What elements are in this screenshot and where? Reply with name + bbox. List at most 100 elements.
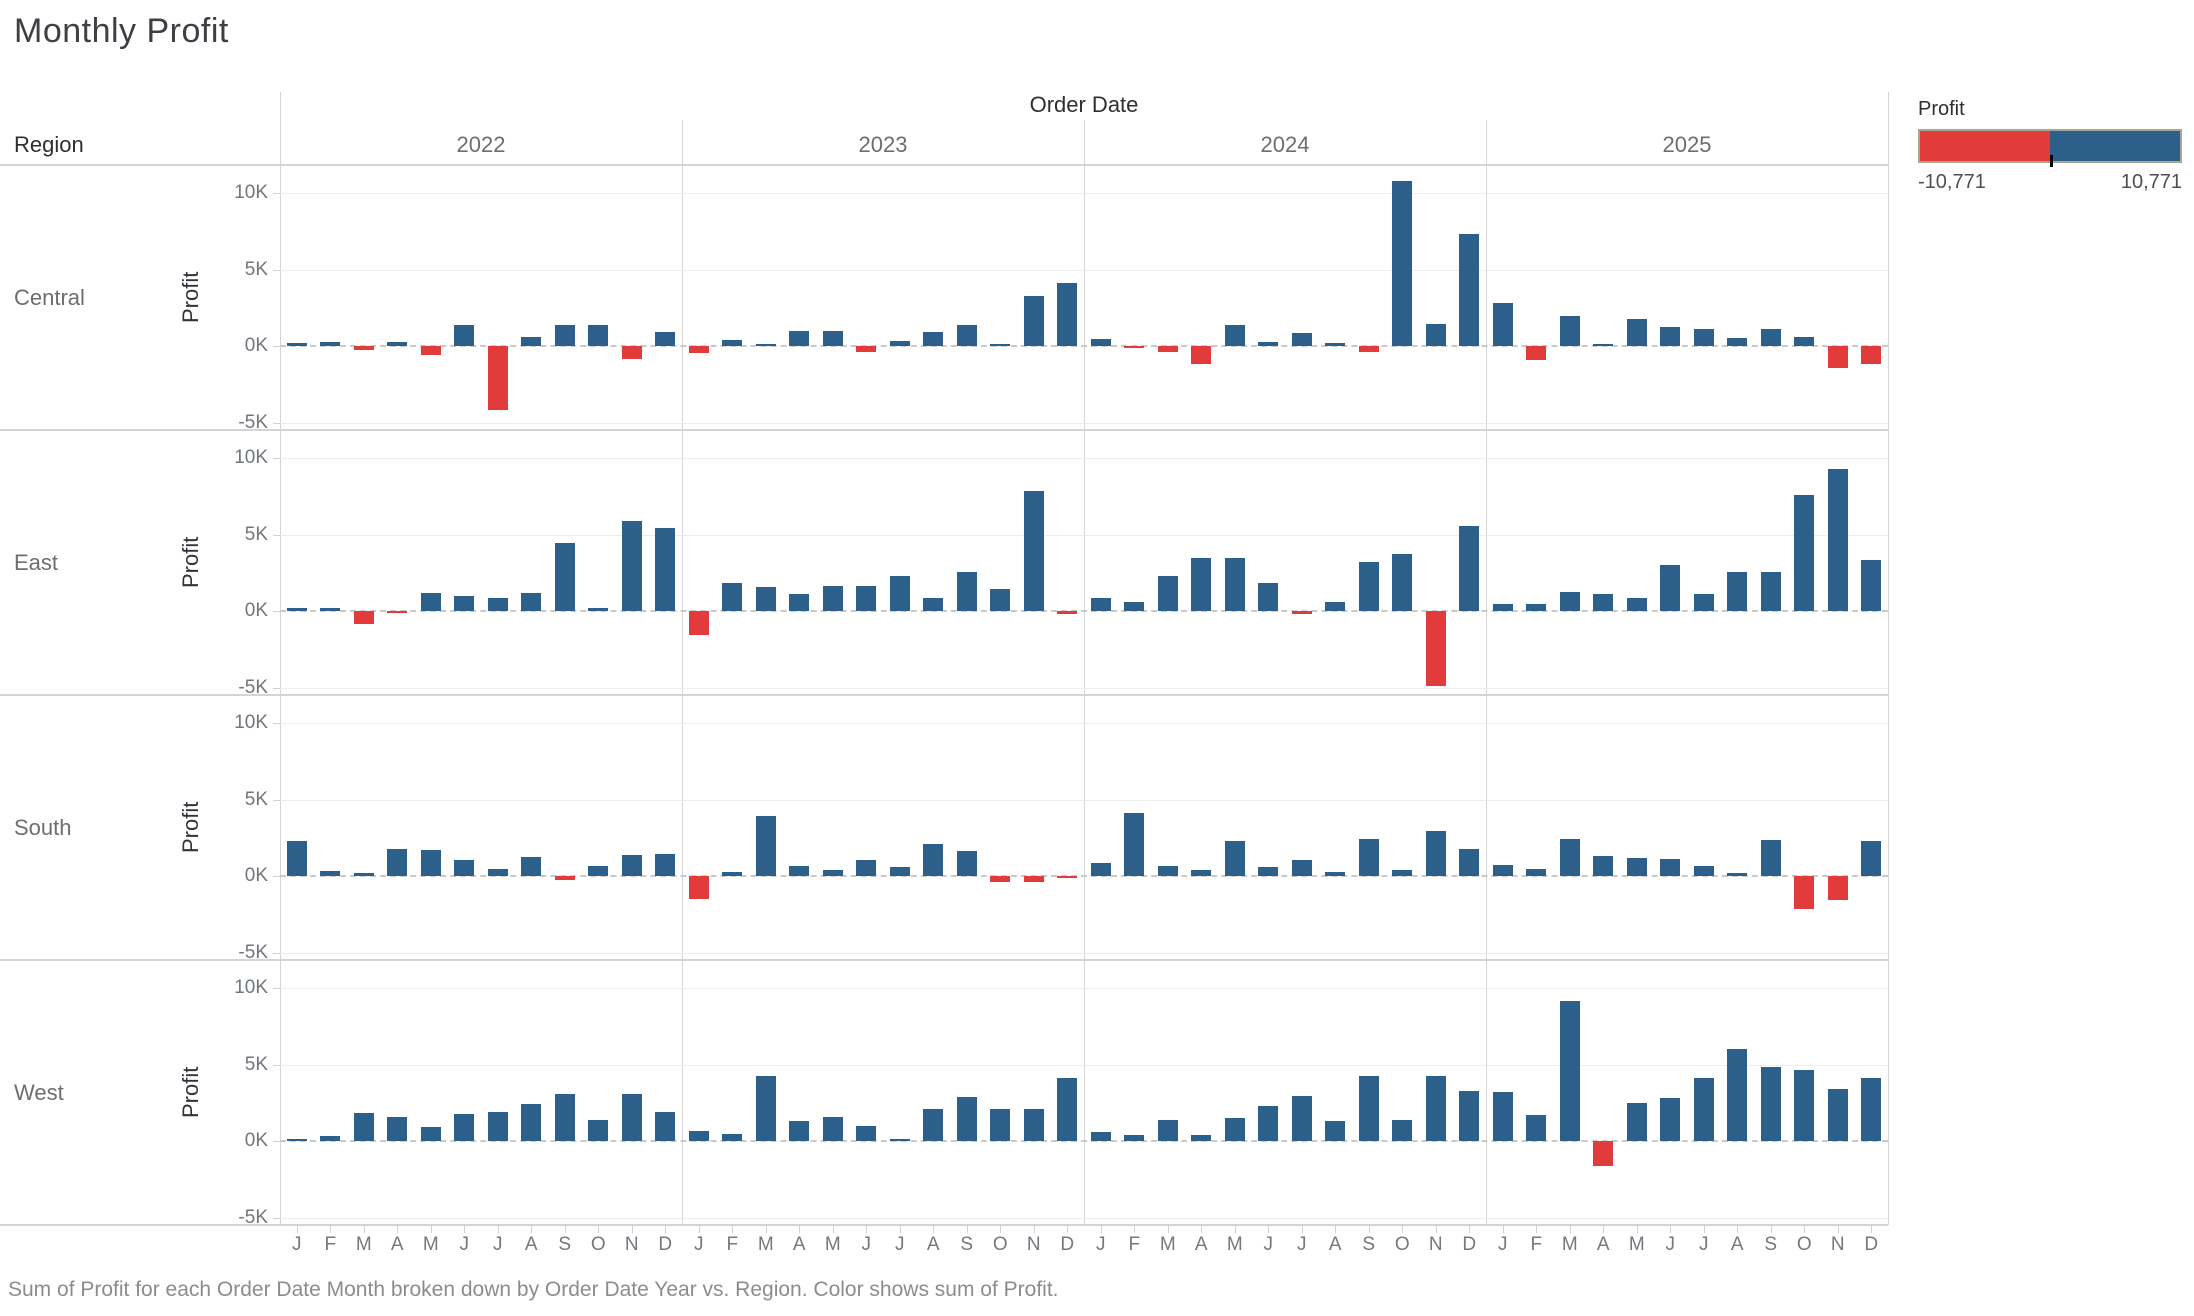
bar-central-2025-1[interactable] <box>1492 303 1513 346</box>
bar-east-2025-11[interactable] <box>1827 469 1848 611</box>
bar-south-2022-2[interactable] <box>320 871 341 876</box>
bar-south-2022-6[interactable] <box>454 860 475 876</box>
bar-east-2023-9[interactable] <box>956 572 977 611</box>
bar-south-2024-10[interactable] <box>1392 870 1413 876</box>
bar-central-2024-8[interactable] <box>1325 343 1346 346</box>
bar-east-2024-2[interactable] <box>1124 601 1145 611</box>
bar-west-2022-10[interactable] <box>588 1119 609 1141</box>
bar-south-2025-8[interactable] <box>1727 872 1748 876</box>
bar-south-2024-2[interactable] <box>1124 812 1145 876</box>
bar-central-2023-9[interactable] <box>956 324 977 346</box>
bar-west-2024-1[interactable] <box>1090 1131 1111 1141</box>
bar-central-2023-5[interactable] <box>822 330 843 346</box>
bar-east-2025-9[interactable] <box>1760 572 1781 611</box>
bar-west-2022-7[interactable] <box>487 1112 508 1141</box>
bar-west-2022-8[interactable] <box>521 1103 542 1141</box>
bar-south-2025-4[interactable] <box>1593 855 1614 876</box>
bar-central-2022-12[interactable] <box>655 332 676 346</box>
bar-south-2022-3[interactable] <box>353 873 374 876</box>
bar-south-2023-9[interactable] <box>956 850 977 876</box>
bar-central-2025-8[interactable] <box>1727 337 1748 346</box>
bar-south-2024-9[interactable] <box>1358 839 1379 876</box>
bar-east-2025-3[interactable] <box>1559 591 1580 611</box>
bar-south-2025-6[interactable] <box>1660 858 1681 876</box>
bar-west-2025-9[interactable] <box>1760 1066 1781 1141</box>
bar-west-2024-6[interactable] <box>1258 1105 1279 1141</box>
bar-east-2023-4[interactable] <box>789 593 810 611</box>
bar-east-2022-12[interactable] <box>655 528 676 611</box>
bar-west-2025-8[interactable] <box>1727 1048 1748 1141</box>
bar-central-2024-5[interactable] <box>1224 325 1245 346</box>
bar-west-2022-9[interactable] <box>554 1093 575 1141</box>
bar-central-2024-2[interactable] <box>1124 346 1145 348</box>
bar-south-2023-7[interactable] <box>889 867 910 876</box>
bar-west-2025-1[interactable] <box>1492 1092 1513 1141</box>
bar-central-2023-2[interactable] <box>722 340 743 346</box>
bar-east-2025-1[interactable] <box>1492 603 1513 611</box>
bar-east-2024-9[interactable] <box>1358 562 1379 611</box>
bar-west-2023-7[interactable] <box>889 1139 910 1141</box>
bar-east-2022-9[interactable] <box>554 542 575 611</box>
bar-east-2025-4[interactable] <box>1593 594 1614 611</box>
bar-south-2023-8[interactable] <box>923 843 944 876</box>
bar-west-2023-1[interactable] <box>688 1131 709 1141</box>
bar-west-2024-7[interactable] <box>1291 1096 1312 1141</box>
bar-east-2022-2[interactable] <box>320 608 341 611</box>
bar-central-2025-4[interactable] <box>1593 344 1614 346</box>
bar-east-2022-11[interactable] <box>621 521 642 611</box>
bar-west-2024-4[interactable] <box>1191 1135 1212 1141</box>
bar-west-2024-5[interactable] <box>1224 1117 1245 1141</box>
bar-south-2025-10[interactable] <box>1794 876 1815 909</box>
bar-east-2024-10[interactable] <box>1392 554 1413 611</box>
bar-south-2024-7[interactable] <box>1291 860 1312 876</box>
bar-south-2022-12[interactable] <box>655 853 676 876</box>
bar-west-2025-2[interactable] <box>1526 1114 1547 1141</box>
bar-west-2023-11[interactable] <box>1023 1109 1044 1141</box>
bar-south-2022-5[interactable] <box>420 850 441 876</box>
bar-west-2024-12[interactable] <box>1459 1090 1480 1141</box>
bar-east-2022-4[interactable] <box>387 611 408 613</box>
bar-west-2023-5[interactable] <box>822 1116 843 1141</box>
bar-east-2022-6[interactable] <box>454 596 475 611</box>
bar-east-2023-7[interactable] <box>889 575 910 611</box>
bar-east-2022-7[interactable] <box>487 597 508 611</box>
legend-midpoint-tick[interactable] <box>2050 155 2053 167</box>
bar-east-2023-11[interactable] <box>1023 490 1044 611</box>
bar-west-2025-5[interactable] <box>1626 1102 1647 1141</box>
bar-west-2023-3[interactable] <box>755 1075 776 1141</box>
bar-central-2022-6[interactable] <box>454 324 475 346</box>
bar-central-2022-10[interactable] <box>588 324 609 346</box>
bar-south-2024-5[interactable] <box>1224 840 1245 876</box>
bar-west-2022-2[interactable] <box>320 1135 341 1141</box>
bar-south-2022-8[interactable] <box>521 856 542 876</box>
bar-central-2024-12[interactable] <box>1459 234 1480 346</box>
bar-west-2024-2[interactable] <box>1124 1135 1145 1141</box>
bar-west-2025-10[interactable] <box>1794 1070 1815 1141</box>
bar-west-2022-3[interactable] <box>353 1113 374 1141</box>
bar-west-2022-12[interactable] <box>655 1112 676 1141</box>
bar-west-2025-6[interactable] <box>1660 1098 1681 1141</box>
bar-west-2022-5[interactable] <box>420 1127 441 1141</box>
bar-west-2025-12[interactable] <box>1861 1078 1882 1141</box>
bar-west-2023-2[interactable] <box>722 1133 743 1141</box>
bar-west-2024-8[interactable] <box>1325 1120 1346 1141</box>
bar-central-2025-9[interactable] <box>1760 328 1781 346</box>
bar-central-2022-7[interactable] <box>487 346 508 411</box>
bar-east-2024-7[interactable] <box>1291 611 1312 615</box>
bar-east-2025-8[interactable] <box>1727 572 1748 611</box>
bar-west-2023-12[interactable] <box>1057 1078 1078 1141</box>
bar-west-2025-7[interactable] <box>1693 1077 1714 1141</box>
bar-south-2023-3[interactable] <box>755 816 776 876</box>
bar-south-2022-7[interactable] <box>487 868 508 876</box>
bar-east-2023-10[interactable] <box>990 589 1011 611</box>
bar-east-2024-12[interactable] <box>1459 526 1480 611</box>
bar-south-2023-12[interactable] <box>1057 876 1078 878</box>
bar-south-2023-5[interactable] <box>822 869 843 876</box>
bar-central-2025-11[interactable] <box>1827 346 1848 368</box>
bar-south-2022-10[interactable] <box>588 866 609 876</box>
bar-east-2022-1[interactable] <box>286 608 307 611</box>
bar-central-2022-9[interactable] <box>554 324 575 346</box>
bar-west-2023-6[interactable] <box>856 1125 877 1141</box>
bar-south-2025-9[interactable] <box>1760 839 1781 876</box>
bar-east-2024-3[interactable] <box>1157 576 1178 611</box>
